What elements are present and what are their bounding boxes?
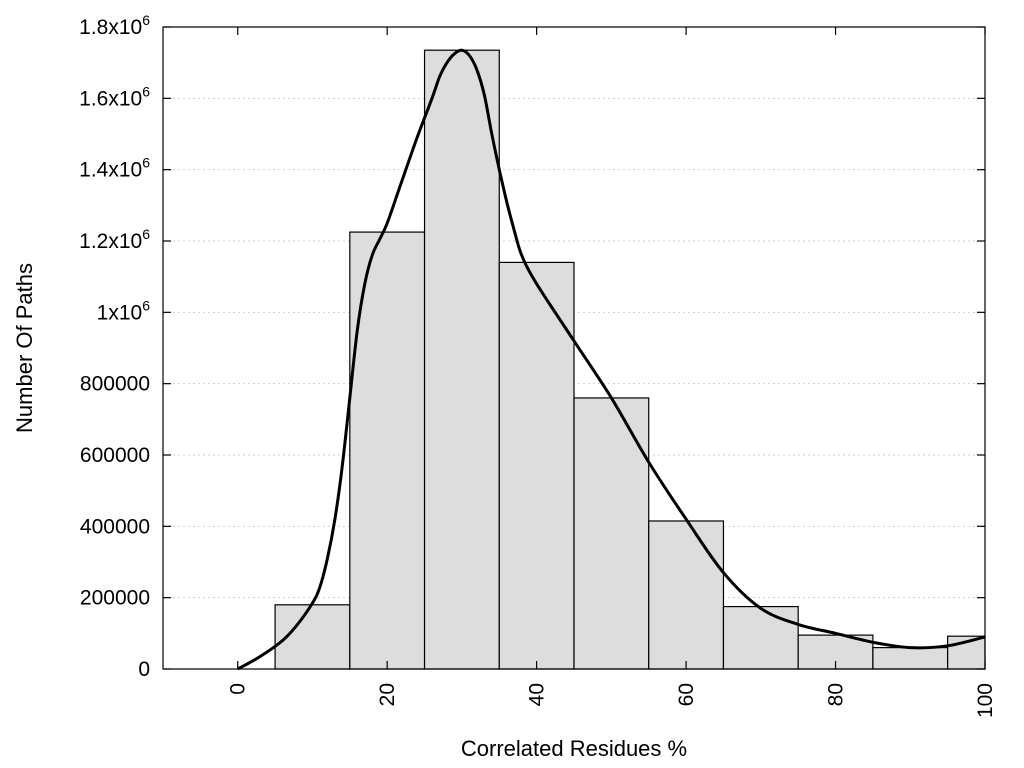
x-axis: 0 20 40 60 80 100 xyxy=(227,27,997,718)
y-tick-exponent: 6 xyxy=(142,226,150,242)
y-axis-title: Number Of Paths xyxy=(12,263,37,433)
y-tick-label: 1.6x106 xyxy=(79,83,150,110)
y-tick-exponent: 6 xyxy=(142,155,150,171)
y-axis: 02000004000006000008000001x1061.2x1061.4… xyxy=(79,12,985,681)
plot-frame xyxy=(162,26,986,670)
bar-50 xyxy=(573,397,650,670)
y-tick-label: 1.4x106 xyxy=(79,155,150,182)
x-tick-label: 40 xyxy=(526,683,549,706)
y-tick-base: 200000 xyxy=(80,587,150,610)
y-tick-exponent: 6 xyxy=(142,297,150,313)
y-tick-label: 1.2x106 xyxy=(79,226,150,253)
bar-90 xyxy=(872,646,949,670)
y-tick-label: 0 xyxy=(138,658,150,681)
y-tick-base: 600000 xyxy=(80,444,150,467)
x-tick-label: 0 xyxy=(227,683,250,695)
y-tick-base: 0 xyxy=(138,658,150,681)
x-tick-label: 100 xyxy=(974,683,997,718)
x-axis-title: Correlated Residues % xyxy=(461,736,687,761)
bar-70 xyxy=(722,605,799,670)
y-tick-base: 1.8x10 xyxy=(79,16,142,39)
y-tick-label: 600000 xyxy=(80,444,150,467)
y-tick-base: 1.2x10 xyxy=(79,230,142,253)
y-tick-base: 1.6x10 xyxy=(79,87,142,110)
bar-60 xyxy=(648,520,725,670)
y-tick-base: 1.4x10 xyxy=(79,159,142,182)
y-tick-exponent: 6 xyxy=(142,83,150,99)
y-tick-label: 1.8x106 xyxy=(79,12,150,39)
bar-30 xyxy=(423,49,500,670)
density-curve xyxy=(236,48,986,671)
y-tick-exponent: 6 xyxy=(142,12,150,28)
x-tick-label: 80 xyxy=(825,683,848,706)
y-tick-label: 400000 xyxy=(80,515,150,538)
y-tick-label: 1x106 xyxy=(97,297,151,324)
y-tick-label: 800000 xyxy=(80,373,150,396)
histogram-bars xyxy=(274,49,986,670)
y-tick-base: 800000 xyxy=(80,373,150,396)
y-tick-base: 400000 xyxy=(80,515,150,538)
y-tick-label: 200000 xyxy=(80,587,150,610)
x-tick-label: 60 xyxy=(675,683,698,706)
y-tick-base: 1x10 xyxy=(97,301,143,324)
x-tick-label: 20 xyxy=(376,683,399,706)
